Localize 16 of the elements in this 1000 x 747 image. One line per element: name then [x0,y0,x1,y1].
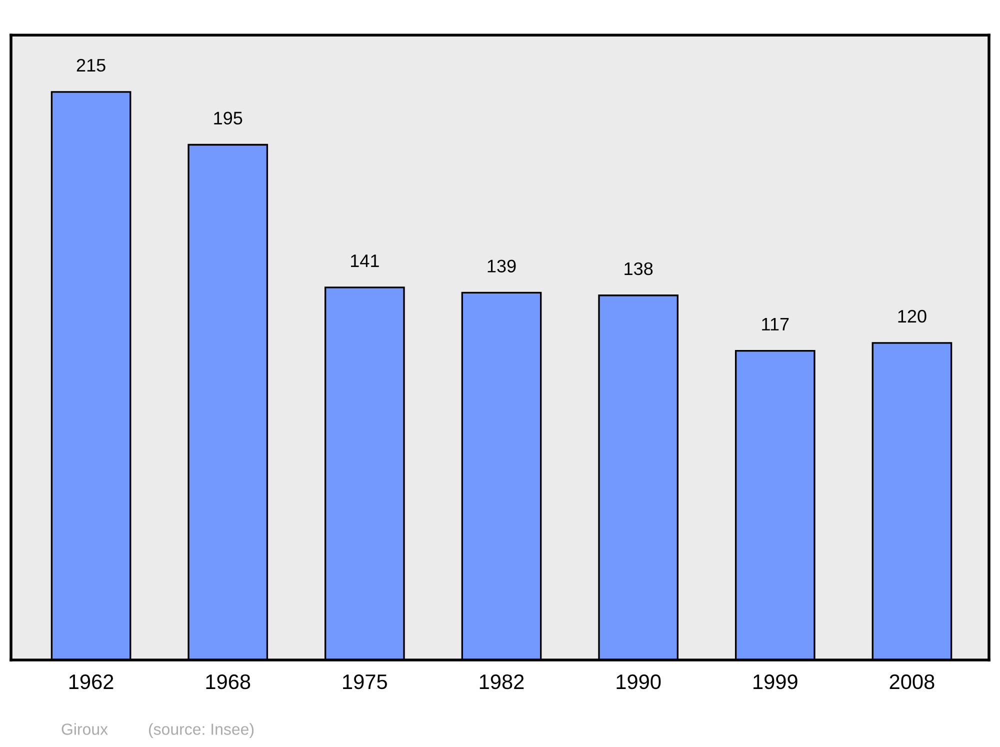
data-label: 215 [76,58,106,72]
data-label: 141 [351,254,379,268]
x-tick-label: 2008 [890,674,934,690]
data-label: 117 [762,318,789,330]
text: (source: Insee) [148,723,254,738]
data-label: 138 [624,262,653,276]
x-tick-label: 1968 [206,674,250,690]
x-tick-label: 1975 [343,674,387,690]
x-tick-label: 1962 [69,674,114,690]
x-tick-label: 1990 [616,674,661,690]
x-tick-label: 1982 [480,674,524,690]
text: Giroux [62,723,108,735]
data-label: 195 [214,112,242,125]
data-label: 120 [898,310,926,323]
data-label: 139 [488,260,516,272]
x-tick-label: 1999 [754,674,798,690]
